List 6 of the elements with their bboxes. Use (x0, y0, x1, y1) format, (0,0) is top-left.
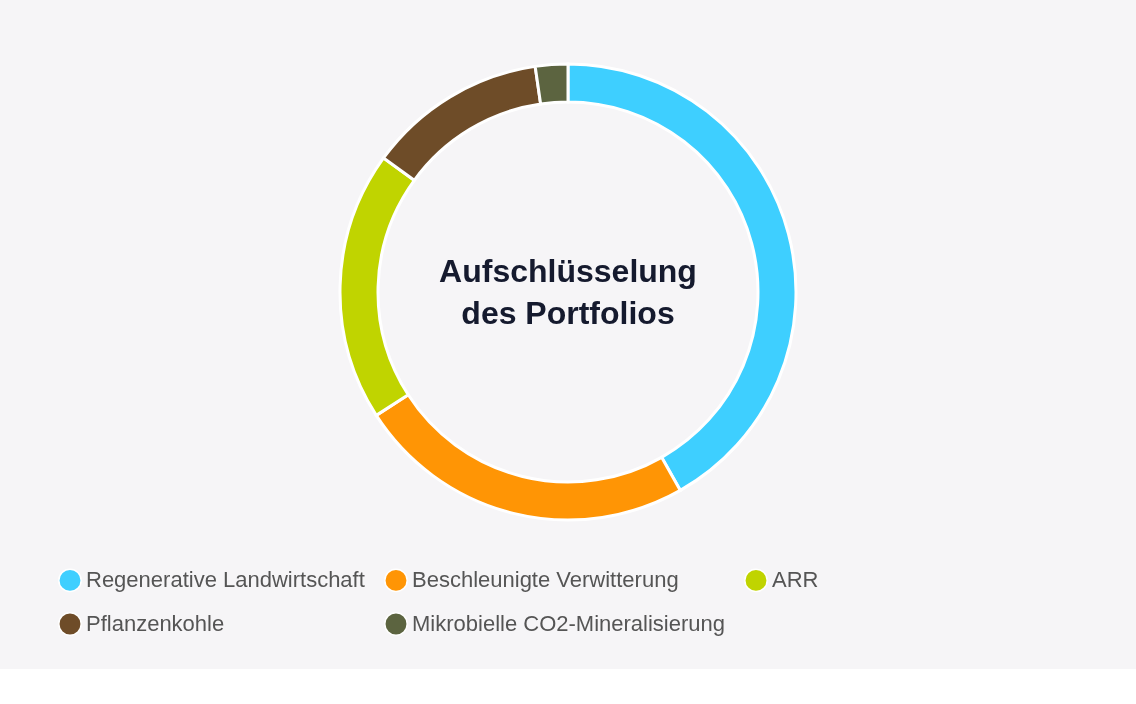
legend-label: Pflanzenkohle (86, 611, 225, 636)
legend-label: ARR (772, 567, 819, 593)
legend-label: Regenerative Landwirtschaft (86, 567, 365, 593)
legend-label: Mikrobielle CO2-Mineralisierung (412, 611, 725, 636)
text: Aufschlüsselung des Portfolios (439, 253, 697, 331)
legend-label: Beschleunigte Verwitterung (412, 567, 679, 593)
